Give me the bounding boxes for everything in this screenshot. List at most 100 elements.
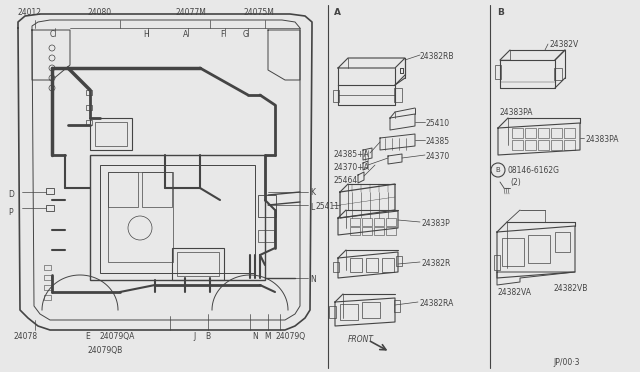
- Text: 24385+A: 24385+A: [334, 150, 370, 159]
- Bar: [538, 128, 549, 138]
- Bar: [396, 256, 402, 266]
- Text: E: E: [85, 332, 90, 341]
- Bar: [554, 68, 562, 80]
- Text: C: C: [50, 30, 55, 39]
- Bar: [362, 227, 372, 235]
- Text: 24382RA: 24382RA: [419, 299, 453, 308]
- Bar: [494, 255, 500, 270]
- Bar: [90, 118, 132, 150]
- Bar: [95, 122, 127, 146]
- Text: 24382RB: 24382RB: [420, 52, 454, 61]
- Bar: [512, 140, 523, 150]
- Text: 24382R: 24382R: [421, 259, 451, 268]
- Text: 24079QB: 24079QB: [88, 346, 124, 355]
- Text: 24370: 24370: [426, 152, 451, 161]
- Bar: [340, 304, 358, 320]
- Text: 24077M: 24077M: [175, 8, 206, 17]
- Bar: [86, 90, 92, 95]
- Bar: [394, 300, 400, 312]
- Bar: [362, 302, 380, 318]
- Bar: [564, 140, 575, 150]
- Text: G: G: [243, 30, 249, 39]
- Text: (2): (2): [510, 178, 521, 187]
- Bar: [333, 262, 339, 272]
- Bar: [108, 172, 173, 262]
- Bar: [362, 218, 372, 226]
- Bar: [495, 65, 501, 79]
- Text: 24012: 24012: [18, 8, 42, 17]
- Text: 25411: 25411: [316, 202, 340, 211]
- Text: JP/00·3: JP/00·3: [554, 358, 580, 367]
- Text: H: H: [143, 30, 148, 39]
- Bar: [44, 285, 51, 290]
- Bar: [350, 227, 360, 235]
- Bar: [525, 140, 536, 150]
- Text: B: B: [497, 8, 504, 17]
- Bar: [525, 128, 536, 138]
- Bar: [46, 188, 54, 194]
- Text: A: A: [183, 30, 188, 39]
- Text: B: B: [205, 332, 210, 341]
- Bar: [374, 227, 384, 235]
- Text: N: N: [310, 275, 316, 284]
- Text: FRONT: FRONT: [348, 335, 374, 344]
- Bar: [142, 172, 172, 207]
- Text: 08146-6162G: 08146-6162G: [508, 166, 560, 175]
- Bar: [258, 230, 274, 242]
- Bar: [333, 90, 339, 102]
- Bar: [44, 265, 51, 270]
- Bar: [502, 238, 524, 266]
- Bar: [86, 105, 92, 110]
- Text: 24383PA: 24383PA: [500, 108, 534, 117]
- Bar: [400, 68, 403, 73]
- Bar: [551, 128, 562, 138]
- Text: 24080: 24080: [88, 8, 112, 17]
- Bar: [386, 218, 396, 226]
- Bar: [108, 172, 138, 207]
- Text: 24382VA: 24382VA: [497, 288, 531, 297]
- Text: N: N: [252, 332, 258, 341]
- Bar: [394, 88, 402, 102]
- Bar: [386, 227, 396, 235]
- Text: 24383PA: 24383PA: [585, 135, 618, 144]
- Bar: [177, 252, 219, 276]
- Bar: [538, 140, 549, 150]
- Bar: [555, 232, 570, 252]
- Text: F: F: [220, 30, 225, 39]
- Bar: [374, 218, 384, 226]
- Text: 24075M: 24075M: [243, 8, 274, 17]
- Bar: [382, 258, 394, 272]
- Text: P: P: [8, 208, 13, 217]
- Bar: [44, 295, 51, 300]
- Bar: [400, 68, 403, 73]
- Text: M: M: [264, 332, 271, 341]
- Text: 24385: 24385: [426, 137, 450, 146]
- Bar: [400, 68, 403, 73]
- Text: L: L: [310, 203, 314, 212]
- Text: B: B: [495, 167, 500, 173]
- Text: 24382V: 24382V: [550, 40, 579, 49]
- Text: 24370+A: 24370+A: [334, 163, 370, 172]
- Bar: [100, 165, 255, 273]
- Bar: [350, 258, 362, 272]
- Text: 24078: 24078: [14, 332, 38, 341]
- Bar: [86, 120, 92, 125]
- Text: 24382VB: 24382VB: [553, 284, 588, 293]
- Bar: [512, 128, 523, 138]
- Text: D: D: [8, 190, 14, 199]
- Bar: [329, 306, 336, 318]
- Bar: [350, 218, 360, 226]
- Bar: [258, 195, 276, 217]
- Bar: [44, 275, 51, 280]
- Text: J: J: [193, 332, 195, 341]
- Text: 25464: 25464: [334, 176, 358, 185]
- Bar: [551, 140, 562, 150]
- Bar: [400, 68, 403, 73]
- Text: 24383P: 24383P: [421, 219, 450, 228]
- Text: 24079QA: 24079QA: [100, 332, 136, 341]
- Bar: [366, 258, 378, 272]
- Text: 24079Q: 24079Q: [275, 332, 305, 341]
- Text: A: A: [334, 8, 341, 17]
- Text: K: K: [310, 188, 315, 197]
- Bar: [172, 248, 224, 280]
